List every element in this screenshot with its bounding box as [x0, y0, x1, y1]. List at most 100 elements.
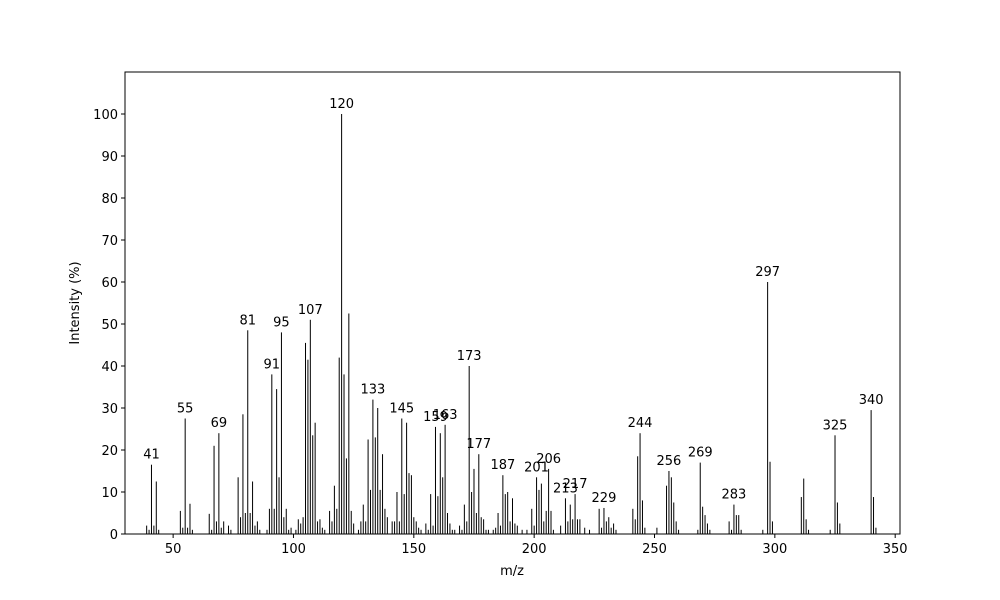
peak [430, 494, 432, 534]
peak [249, 513, 251, 534]
peak-label: 217 [563, 477, 588, 492]
peak [468, 366, 470, 534]
peak [731, 529, 733, 534]
peak [487, 529, 489, 534]
peak-label: 256 [657, 454, 682, 469]
peak-label: 206 [536, 452, 561, 467]
peak [608, 517, 610, 534]
peak [312, 435, 314, 534]
peak [302, 517, 304, 534]
peak [540, 483, 542, 534]
peak [485, 529, 487, 534]
peak [290, 527, 292, 534]
peak-label: 283 [722, 488, 747, 503]
peak [803, 478, 805, 534]
peak [733, 504, 735, 534]
peak [463, 504, 465, 534]
peak [319, 519, 321, 534]
peak [678, 529, 680, 534]
peak-label: 95 [273, 315, 290, 330]
peak [502, 475, 504, 534]
peak [673, 502, 675, 534]
peak [401, 418, 403, 534]
peak [386, 517, 388, 534]
peak [615, 529, 617, 534]
peak [396, 492, 398, 534]
peak [475, 513, 477, 534]
peak [276, 389, 278, 534]
peak [466, 521, 468, 534]
peak-label: 91 [264, 357, 281, 372]
peak [367, 439, 369, 534]
peak [331, 521, 333, 534]
peak [427, 529, 429, 534]
peak [637, 456, 639, 534]
peak [439, 433, 441, 534]
peak [300, 523, 302, 534]
peak [738, 515, 740, 534]
peak [184, 418, 186, 534]
peak [191, 529, 193, 534]
peak [509, 521, 511, 534]
peak [350, 510, 352, 534]
peak [283, 517, 285, 534]
y-tick-label: 50 [101, 318, 118, 333]
y-tick-label: 90 [101, 150, 118, 165]
peak [829, 529, 831, 534]
peak [418, 527, 420, 534]
peak [521, 529, 523, 534]
peak [641, 500, 643, 534]
y-tick-label: 70 [101, 234, 118, 249]
peak [394, 521, 396, 534]
x-tick-label: 150 [401, 542, 426, 557]
peak [504, 494, 506, 534]
peak [408, 473, 410, 534]
peak [227, 525, 229, 534]
peak-label: 107 [298, 303, 323, 318]
peak [150, 464, 152, 534]
peak [182, 527, 184, 534]
peak [552, 529, 554, 534]
y-tick-label: 30 [101, 402, 118, 417]
peak [507, 492, 509, 534]
peak [670, 477, 672, 534]
peak [434, 426, 436, 534]
peak [516, 525, 518, 534]
x-tick-label: 50 [165, 542, 182, 557]
peak [158, 529, 160, 534]
peak [403, 494, 405, 534]
peak [268, 508, 270, 534]
peak [242, 414, 244, 534]
peak-label: 177 [466, 437, 491, 452]
peak [538, 489, 540, 534]
peak [634, 519, 636, 534]
peak [569, 504, 571, 534]
peak [805, 519, 807, 534]
peak [360, 521, 362, 534]
peak [471, 492, 473, 534]
peak [285, 508, 287, 534]
peak [333, 485, 335, 534]
peak [512, 498, 513, 534]
peak [526, 529, 528, 534]
peak [179, 510, 181, 534]
peak-label: 145 [389, 402, 414, 417]
peak [341, 114, 343, 534]
peak [574, 494, 576, 534]
y-axis-label: Intensity (%) [68, 261, 83, 344]
peak [483, 519, 485, 534]
peak-label: 55 [177, 402, 194, 417]
peak [382, 454, 384, 534]
peak [271, 374, 273, 534]
peak [668, 471, 670, 534]
peak [278, 477, 280, 534]
peak [836, 502, 838, 534]
peak [598, 508, 600, 534]
peak [589, 529, 591, 534]
peak [603, 507, 605, 534]
peak [247, 330, 249, 534]
peak [223, 521, 225, 534]
peak [451, 529, 453, 534]
peak-label: 187 [490, 458, 515, 473]
